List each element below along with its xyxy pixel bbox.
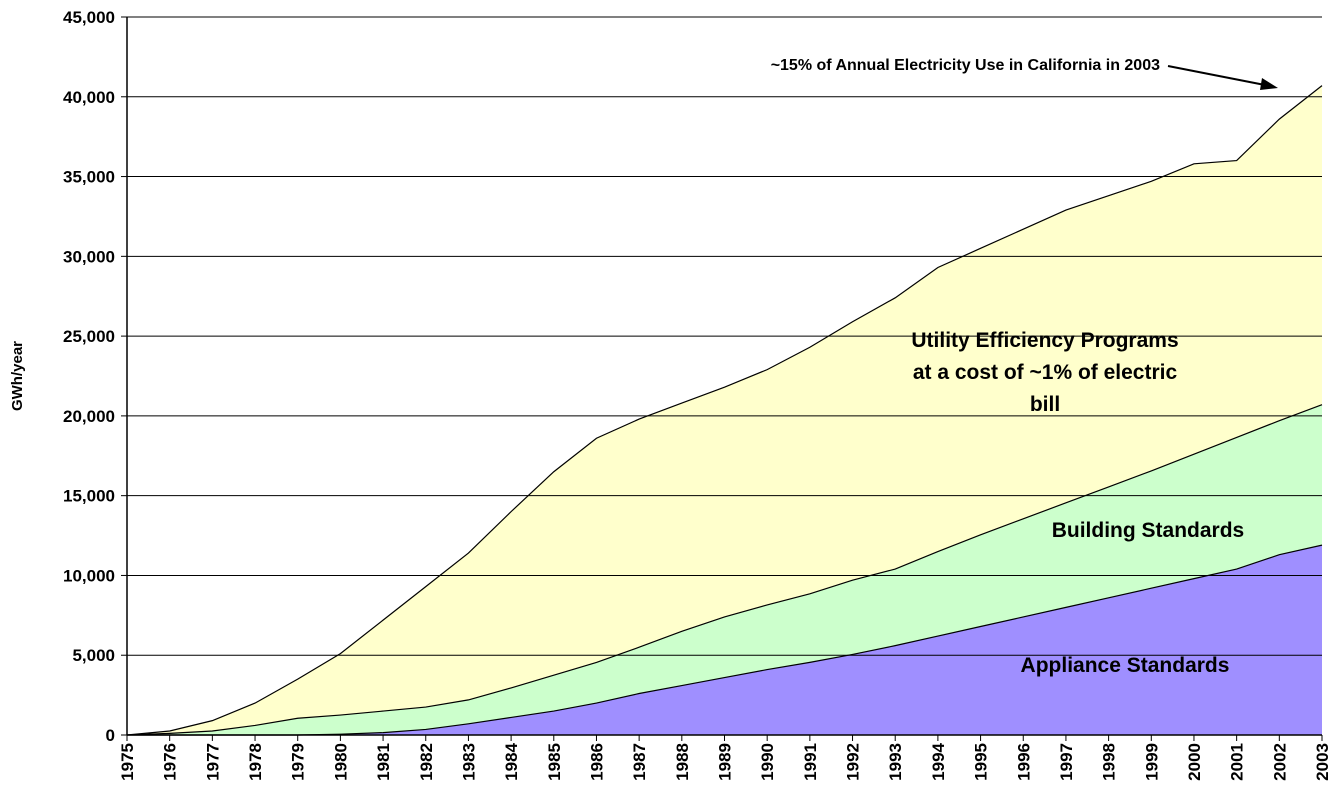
area [127,404,1322,735]
y-tick-label: 10,000 [63,566,115,585]
x-tick-label: 2003 [1313,743,1330,781]
x-tick-label: 1980 [331,743,350,781]
y-tick-label: 35,000 [63,168,115,187]
x-tick-label: 1990 [758,743,777,781]
x-tick-label: 1986 [587,743,606,781]
x-tick-label: 1984 [502,742,521,780]
x-tick-label: 1987 [630,743,649,781]
area-label: Building Standards [1051,519,1245,542]
x-tick-label: 1996 [1014,743,1033,781]
y-tick-label: 15,000 [63,487,115,506]
area [127,85,1322,735]
y-tick-label: 5,000 [72,646,115,665]
x-tick-label: 1979 [289,743,308,781]
x-tick-label: 2001 [1228,743,1247,781]
area-boundary [126,404,1323,736]
y-tick-label: 40,000 [63,88,115,107]
x-tick-label: 1995 [972,743,991,781]
x-tick-label: 1975 [118,743,137,781]
area-boundary [126,85,1323,736]
x-tick-label: 1981 [374,743,393,781]
annotation-arrow [1167,65,1271,87]
x-tick-label: 1991 [801,743,820,781]
x-tick-label: 1998 [1100,743,1119,781]
x-tick-label: 2002 [1270,743,1289,781]
x-tick-label: 1997 [1057,743,1076,781]
x-tick-label: 1993 [886,743,905,781]
y-tick-label: 45,000 [63,8,115,27]
x-tick-label: 1989 [716,743,735,781]
area-label: Appliance Standards [1020,654,1230,677]
x-tick-label: 1988 [673,743,692,781]
area-label: Utility Efficiency Programs at a cost of… [911,329,1179,416]
x-tick-label: 1976 [161,743,180,781]
y-tick-label: 25,000 [63,327,115,346]
x-tick-label: 1999 [1142,743,1161,781]
x-tick-label: 1978 [246,743,265,781]
x-tick-label: 1985 [545,743,564,781]
arrow-head [1260,78,1278,90]
x-tick-label: 2000 [1185,743,1204,781]
x-tick-label: 1992 [844,743,863,781]
y-tick-label: 30,000 [63,247,115,266]
x-tick-label: 1977 [203,743,222,781]
x-tick-label: 1983 [459,743,478,781]
area [127,545,1322,735]
y-axis-label: GWh/year [9,341,26,411]
x-tick-label: 1982 [417,743,436,781]
y-tick-label: 0 [106,726,115,745]
x-tick-label: 1994 [929,742,948,780]
y-tick-label: 20,000 [63,407,115,426]
annotation: ~15% of Annual Electricity Use in Califo… [771,57,1160,74]
